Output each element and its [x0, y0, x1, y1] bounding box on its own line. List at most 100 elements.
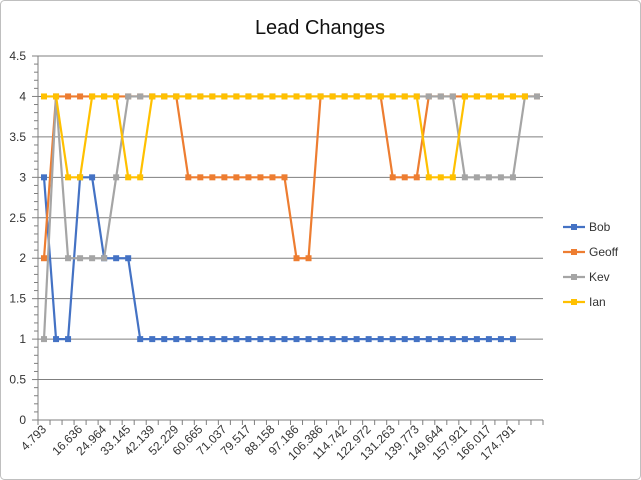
data-point-bob — [461, 336, 468, 343]
data-point-bob — [173, 336, 180, 343]
data-point-ian — [257, 93, 264, 100]
data-point-geoff — [233, 174, 240, 181]
data-point-ian — [185, 93, 192, 100]
data-point-bob — [497, 336, 504, 343]
data-point-geoff — [77, 93, 84, 100]
data-point-ian — [137, 174, 144, 181]
data-point-geoff — [389, 174, 396, 181]
data-point-bob — [209, 336, 216, 343]
data-point-geoff — [293, 255, 300, 262]
legend-label: Geoff — [589, 245, 619, 259]
chart-title: Lead Changes — [255, 17, 385, 39]
data-point-ian — [485, 93, 492, 100]
data-point-ian — [377, 93, 384, 100]
data-point-bob — [341, 336, 348, 343]
data-point-bob — [437, 336, 444, 343]
data-point-geoff — [197, 174, 204, 181]
y-tick-label: 1.5 — [9, 292, 26, 306]
data-point-ian — [221, 93, 228, 100]
data-point-ian — [437, 174, 444, 181]
data-point-bob — [113, 255, 120, 262]
data-point-bob — [305, 336, 312, 343]
data-point-ian — [497, 93, 504, 100]
legend-item-kev: Kev — [563, 270, 610, 284]
data-point-geoff — [401, 174, 408, 181]
data-point-bob — [281, 336, 288, 343]
legend-label: Bob — [589, 220, 611, 234]
data-point-bob — [317, 336, 324, 343]
y-tick-label: 4.5 — [9, 49, 26, 63]
data-point-kev — [125, 93, 132, 100]
data-point-bob — [161, 336, 168, 343]
data-point-ian — [125, 174, 132, 181]
data-point-kev — [485, 174, 492, 181]
data-point-kev — [509, 174, 516, 181]
data-point-bob — [413, 336, 420, 343]
legend-marker — [571, 249, 577, 255]
data-point-bob — [149, 336, 156, 343]
data-point-bob — [269, 336, 276, 343]
data-point-bob — [53, 336, 60, 343]
data-point-kev — [437, 93, 444, 100]
data-point-ian — [245, 93, 252, 100]
data-point-geoff — [305, 255, 312, 262]
data-point-kev — [449, 93, 456, 100]
data-point-geoff — [41, 255, 48, 262]
data-point-kev — [113, 174, 120, 181]
legend-marker — [571, 299, 577, 305]
data-point-bob — [197, 336, 204, 343]
legend-marker — [571, 274, 577, 280]
data-point-bob — [449, 336, 456, 343]
data-point-bob — [125, 255, 132, 262]
data-point-ian — [65, 174, 72, 181]
data-point-bob — [401, 336, 408, 343]
data-point-ian — [521, 93, 528, 100]
data-point-bob — [509, 336, 516, 343]
data-point-ian — [77, 174, 84, 181]
data-point-bob — [485, 336, 492, 343]
data-point-bob — [89, 174, 96, 181]
legend-item-bob: Bob — [563, 220, 611, 234]
data-point-ian — [89, 93, 96, 100]
series-line-bob — [42, 176, 513, 341]
data-point-ian — [365, 93, 372, 100]
data-point-bob — [137, 336, 144, 343]
data-point-ian — [113, 93, 120, 100]
data-point-bob — [473, 336, 480, 343]
data-point-geoff — [65, 93, 72, 100]
data-point-ian — [449, 174, 456, 181]
data-point-kev — [473, 174, 480, 181]
data-point-ian — [425, 174, 432, 181]
data-point-bob — [329, 336, 336, 343]
data-point-bob — [293, 336, 300, 343]
data-point-kev — [65, 255, 72, 262]
data-point-geoff — [269, 174, 276, 181]
data-point-bob — [221, 336, 228, 343]
data-point-ian — [293, 93, 300, 100]
data-point-ian — [41, 93, 48, 100]
data-point-bob — [257, 336, 264, 343]
legend-label: Ian — [589, 295, 606, 309]
data-point-ian — [269, 93, 276, 100]
y-tick-label: 4 — [19, 89, 26, 103]
data-point-ian — [149, 93, 156, 100]
data-point-kev — [77, 255, 84, 262]
legend-item-geoff: Geoff — [563, 245, 619, 259]
data-point-ian — [53, 93, 60, 100]
data-point-bob — [365, 336, 372, 343]
data-point-ian — [101, 93, 108, 100]
y-tick-label: 2 — [19, 251, 26, 265]
data-point-ian — [341, 93, 348, 100]
data-point-bob — [41, 174, 48, 181]
data-point-ian — [473, 93, 480, 100]
data-point-geoff — [245, 174, 252, 181]
series-bob — [41, 174, 516, 343]
y-tick-label: 0.5 — [9, 373, 26, 387]
legend-marker — [571, 224, 577, 230]
data-point-ian — [509, 93, 516, 100]
data-point-ian — [209, 93, 216, 100]
y-tick-label: 1 — [19, 332, 26, 346]
data-point-ian — [281, 93, 288, 100]
